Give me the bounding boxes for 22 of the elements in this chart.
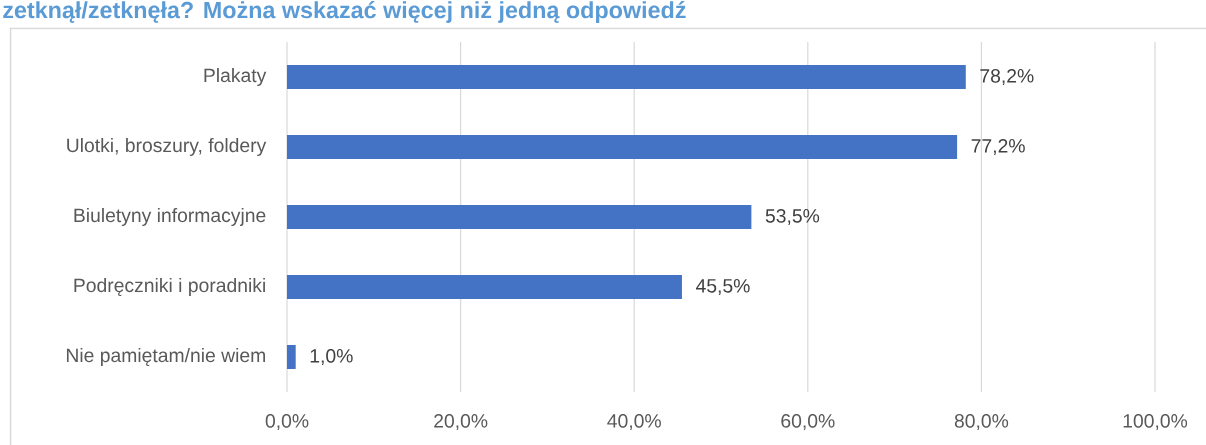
data-label: 78,2%	[980, 69, 1034, 85]
bar	[287, 65, 966, 89]
y-tick-label: Podręczniki i poradniki	[74, 277, 265, 297]
data-label: 53,5%	[765, 209, 820, 225]
x-tick-label: 80,0%	[954, 414, 1009, 430]
data-label: 1,0%	[310, 349, 353, 365]
y-tick-label: Biuletyny informacyjne	[74, 207, 266, 227]
y-tick-label: Nie pamiętam/nie wiem	[66, 347, 265, 367]
x-tick-label: 20,0%	[434, 414, 488, 430]
y-tick-label: Ulotki, broszury, foldery	[67, 137, 267, 157]
y-tick-label: Plakaty	[204, 67, 267, 87]
data-label: 45,5%	[695, 279, 750, 295]
x-tick-label: 60,0%	[781, 414, 835, 430]
bar	[287, 274, 682, 299]
chart-title: zetknął/zetknęła? Można wskazać więcej niż jedną odpowiedź	[3, 1, 686, 23]
x-tick-label: 0,0%	[265, 414, 309, 430]
bar	[287, 135, 958, 159]
bar	[287, 344, 296, 369]
data-label: 77,2%	[971, 139, 1025, 155]
x-tick-label: 100,0%	[1123, 414, 1188, 430]
bar	[287, 204, 752, 229]
x-tick-label: 40,0%	[607, 414, 661, 430]
